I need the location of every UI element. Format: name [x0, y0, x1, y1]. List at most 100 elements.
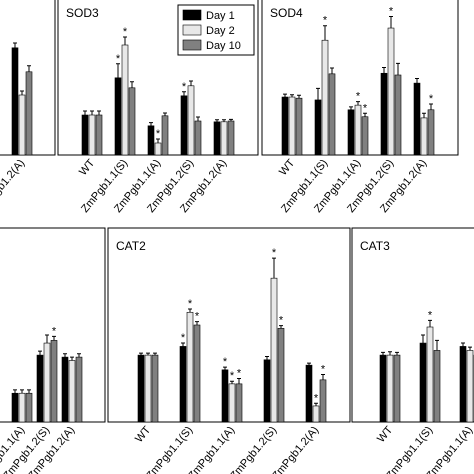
- error-bar: [428, 319, 432, 328]
- error-bar: [116, 63, 120, 78]
- bar: [263, 359, 271, 423]
- error-bar: [422, 112, 426, 118]
- bar: [380, 72, 388, 156]
- significance-star: *: [356, 91, 361, 103]
- legend-label: Day 10: [206, 40, 241, 52]
- significance-star: *: [429, 93, 434, 105]
- bar: [50, 340, 58, 423]
- error-bar: [149, 122, 153, 126]
- significance-star: *: [363, 102, 368, 114]
- bar: [427, 109, 435, 156]
- panel-frame: [0, 227, 106, 423]
- error-bar: [222, 119, 226, 122]
- error-bar: [330, 67, 334, 74]
- error-bar: [279, 325, 283, 329]
- significance-star: *: [279, 315, 284, 327]
- error-bar: [13, 42, 17, 48]
- bar: [18, 392, 26, 423]
- error-bar: [156, 138, 160, 143]
- error-bar: [52, 335, 56, 341]
- legend-swatch: [182, 39, 202, 51]
- significance-star: *: [323, 15, 328, 27]
- panel: SOD3WTZmPgb1.1(S)**ZmPgb1.1(A)*ZmPgb1.2(…: [57, 0, 259, 215]
- significance-star: *: [52, 325, 57, 337]
- bar: [277, 328, 285, 423]
- bar: [179, 346, 187, 423]
- bar: [154, 142, 162, 156]
- bar: [228, 383, 236, 423]
- error-bar: [20, 389, 24, 394]
- error-bar: [182, 91, 186, 96]
- error-bar: [237, 378, 241, 384]
- significance-star: *: [223, 356, 228, 368]
- significance-star: *: [314, 392, 319, 404]
- error-bar: [90, 110, 94, 115]
- bar: [354, 104, 362, 156]
- bar: [305, 364, 313, 423]
- bar: [420, 117, 428, 156]
- error-bar: [130, 81, 134, 88]
- error-bar: [13, 389, 17, 394]
- bar: [25, 392, 33, 423]
- error-bar: [283, 93, 287, 98]
- significance-star: *: [230, 370, 235, 382]
- panel-frame: [0, 0, 56, 156]
- error-bar: [421, 334, 425, 344]
- bar: [288, 96, 296, 156]
- bar: [25, 71, 33, 156]
- error-bar: [38, 350, 42, 356]
- bar: [466, 350, 474, 423]
- bar: [221, 369, 229, 423]
- bar: [68, 360, 76, 423]
- bar: [312, 405, 320, 423]
- bar: [213, 121, 221, 156]
- bar: [220, 121, 228, 156]
- bar: [379, 354, 387, 423]
- bar: [36, 354, 44, 423]
- significance-star: *: [428, 309, 433, 321]
- bar: [321, 39, 329, 156]
- significance-star: *: [181, 332, 186, 344]
- legend-swatch: [182, 9, 202, 21]
- legend-label: Day 1: [206, 10, 235, 22]
- bar: [61, 356, 69, 423]
- error-bar: [461, 342, 465, 347]
- significance-star: *: [195, 311, 200, 323]
- error-bar: [382, 66, 386, 74]
- error-bar: [181, 342, 185, 347]
- bar: [319, 379, 327, 423]
- error-bar: [435, 339, 439, 351]
- error-bar: [63, 353, 67, 358]
- error-bar: [363, 112, 367, 117]
- bar: [314, 99, 322, 156]
- bar: [187, 85, 195, 156]
- error-bar: [83, 110, 87, 115]
- bar: [386, 354, 394, 423]
- bar: [95, 114, 103, 156]
- bar: [161, 115, 169, 156]
- x-tick-label: ZmPgb1.2(A): [0, 157, 27, 215]
- panel-frame: [351, 227, 474, 423]
- bar: [18, 94, 26, 156]
- significance-star: *: [321, 364, 326, 376]
- bar: [393, 354, 401, 423]
- panel: ZmPgb1.2(A): [0, 0, 56, 215]
- significance-star: *: [182, 81, 187, 93]
- x-tick-label: WT: [375, 424, 395, 445]
- panel-title: SOD4: [270, 6, 303, 20]
- error-bar: [316, 87, 320, 100]
- error-bar: [323, 25, 327, 41]
- error-bar: [188, 308, 192, 313]
- bar: [114, 77, 122, 156]
- error-bar: [230, 380, 234, 384]
- significance-star: *: [389, 5, 394, 17]
- significance-star: *: [116, 53, 121, 65]
- bar: [11, 392, 19, 423]
- significance-star: *: [156, 128, 161, 140]
- legend-label: Day 2: [206, 25, 235, 37]
- error-bar: [196, 116, 200, 121]
- error-bar: [97, 110, 101, 115]
